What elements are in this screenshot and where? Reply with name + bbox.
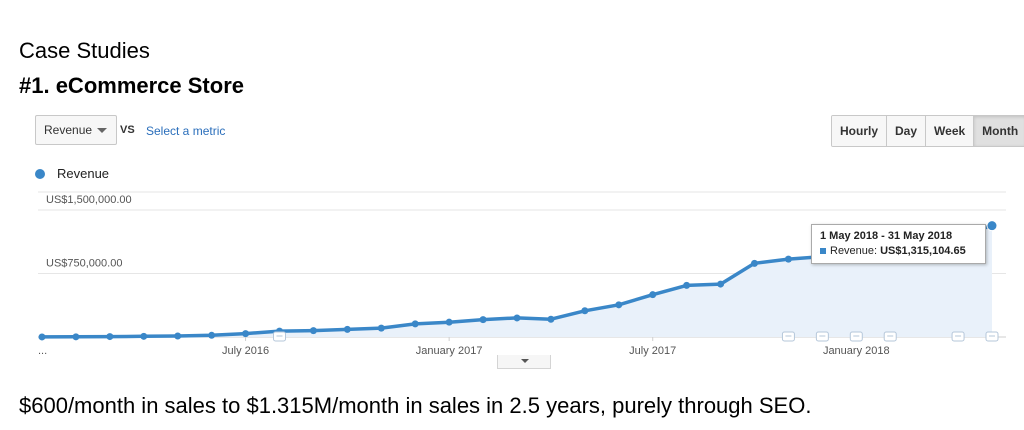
data-point-16 — [581, 307, 589, 315]
x-tick-label-3: July 2017 — [629, 345, 676, 357]
chevron-down-icon — [521, 359, 529, 363]
vs-label: VS — [120, 124, 135, 136]
tooltip-series-label: Revenue: — [830, 245, 878, 257]
chart-legend: Revenue — [35, 166, 109, 181]
select-metric-link[interactable]: Select a metric — [146, 124, 226, 138]
metric-dropdown-value: Revenue — [44, 123, 93, 137]
chevron-down-icon — [97, 128, 107, 133]
y-tick-label-1: US$1,500,000.00 — [46, 194, 132, 206]
data-point-18 — [649, 291, 657, 299]
metric-dropdown[interactable]: Revenue — [35, 115, 117, 145]
data-point-10 — [377, 324, 385, 332]
data-point-14 — [513, 314, 521, 322]
data-point-21 — [751, 259, 758, 267]
section-title: Case Studies — [19, 38, 150, 63]
data-point-6 — [242, 330, 250, 338]
month-button[interactable]: Month — [974, 116, 1024, 146]
data-point-11 — [411, 320, 419, 328]
case-study-title: #1. eCommerce Store — [19, 73, 244, 98]
revenue-area — [42, 225, 992, 337]
data-point-8 — [309, 327, 317, 335]
chart-expand-handle[interactable] — [497, 355, 551, 369]
x-tick-label-0: ... — [38, 345, 47, 357]
data-point-2 — [106, 333, 114, 341]
x-tick-label-2: January 2017 — [416, 345, 483, 357]
data-point-1 — [72, 333, 80, 341]
tooltip-value: US$1,315,104.65 — [880, 245, 966, 257]
data-point-28 — [986, 220, 998, 232]
tooltip-date-range: 1 May 2018 - 31 May 2018 — [820, 230, 953, 242]
hourly-button[interactable]: Hourly — [832, 116, 888, 146]
data-point-4 — [174, 332, 182, 340]
case-study-caption: $600/month in sales to $1.315M/month in … — [19, 393, 812, 418]
data-point-17 — [615, 301, 623, 309]
day-button[interactable]: Day — [887, 116, 927, 146]
x-tick-label-1: July 2016 — [222, 345, 269, 357]
data-point-20 — [717, 280, 725, 288]
data-point-0 — [38, 333, 46, 341]
legend-label-revenue: Revenue — [57, 166, 110, 181]
data-point-3 — [140, 332, 148, 340]
data-point-12 — [445, 318, 453, 326]
week-button[interactable]: Week — [926, 116, 975, 146]
time-range-buttons: Hourly Day Week Month — [831, 115, 1024, 147]
data-point-15 — [547, 315, 555, 323]
data-point-22 — [784, 255, 792, 263]
chart-tooltip: 1 May 2018 - 31 May 2018 Revenue: US$1,3… — [811, 224, 986, 264]
legend-marker-revenue — [35, 168, 45, 179]
tooltip-series-marker — [820, 248, 826, 254]
data-point-19 — [683, 281, 691, 289]
x-tick-label-4: January 2018 — [823, 345, 890, 357]
data-point-5 — [208, 331, 216, 339]
y-tick-label-0: US$750,000.00 — [46, 258, 122, 270]
data-point-13 — [479, 316, 487, 324]
data-point-9 — [343, 325, 351, 333]
